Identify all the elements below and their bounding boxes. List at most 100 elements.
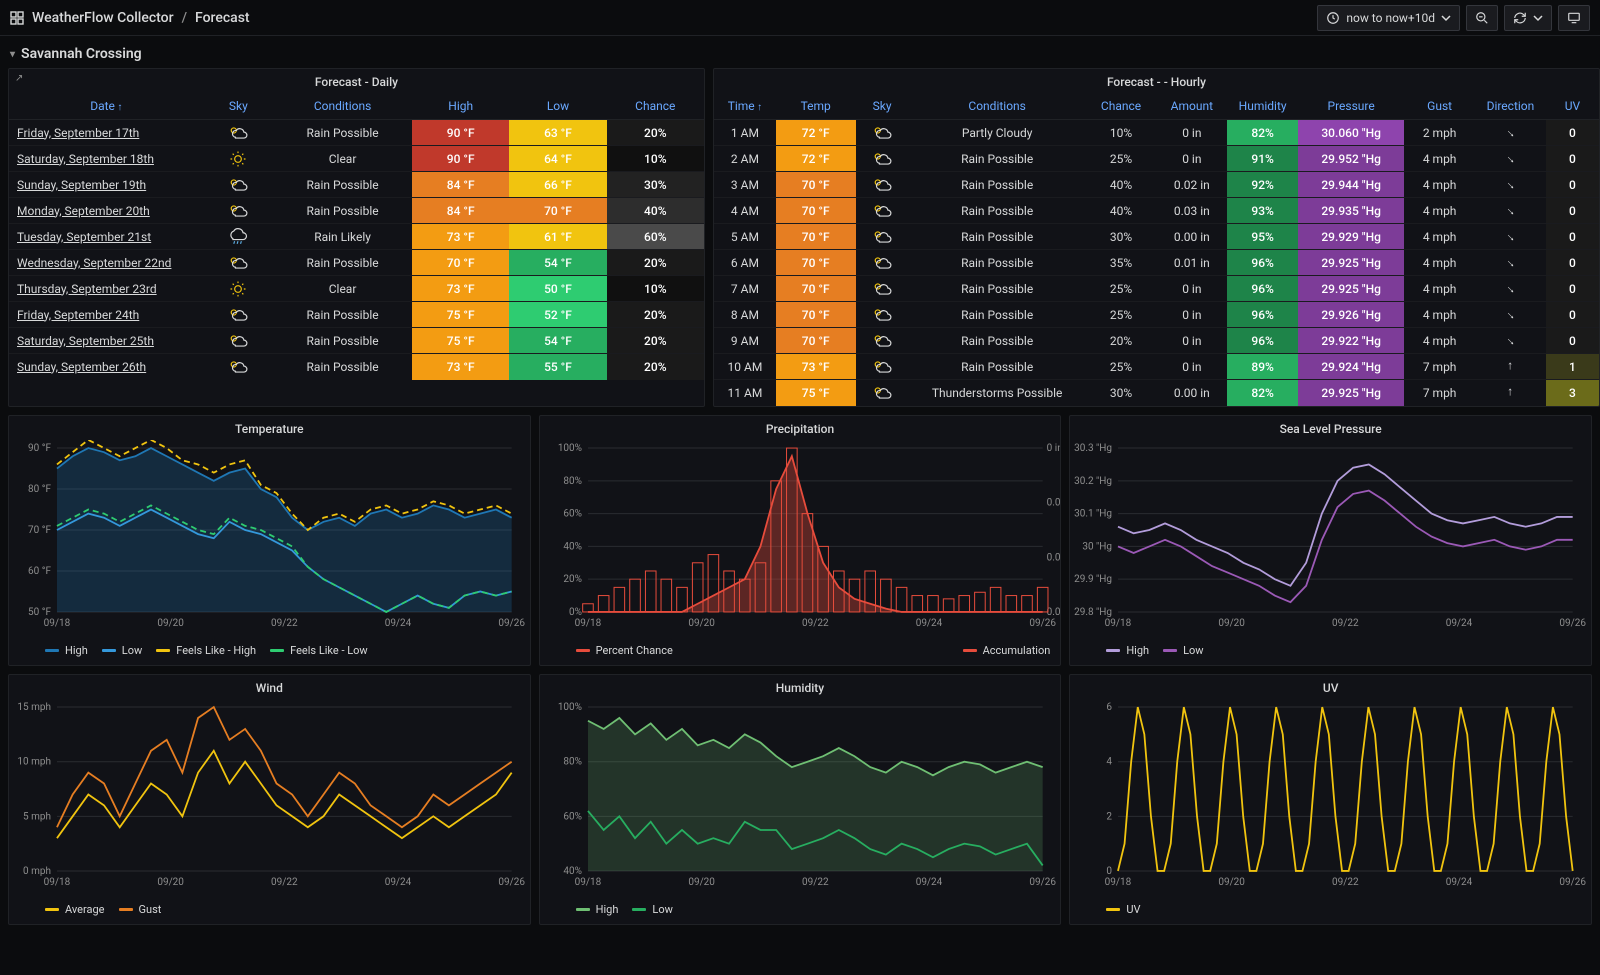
dashboard-grid-icon[interactable] xyxy=(10,11,24,25)
chart-legend: Average Gust xyxy=(9,899,530,924)
table-header[interactable]: High xyxy=(412,93,509,120)
date-cell[interactable]: Monday, September 20th xyxy=(9,198,204,224)
breadcrumb-current[interactable]: Forecast xyxy=(195,10,250,26)
table-header[interactable]: Pressure xyxy=(1298,93,1404,120)
table-header[interactable]: Time xyxy=(714,93,776,120)
pressure-cell: 29.924 "Hg xyxy=(1298,354,1404,380)
time-cell: 11 AM xyxy=(714,380,776,406)
temperature-chart[interactable]: 50 °F60 °F70 °F80 °F90 °F09/1809/2009/22… xyxy=(9,440,530,640)
low-cell: 61 °F xyxy=(509,224,606,250)
chance-cell: 10% xyxy=(607,276,704,302)
table-header[interactable]: Conditions xyxy=(273,93,412,120)
table-header[interactable]: Amount xyxy=(1156,93,1227,120)
date-cell[interactable]: Friday, September 17th xyxy=(9,120,204,146)
row-header[interactable]: ▾ Savannah Crossing xyxy=(0,36,1600,68)
low-cell: 63 °F xyxy=(509,120,606,146)
conditions-cell: Thunderstorms Possible xyxy=(909,380,1086,406)
legend-item[interactable]: High xyxy=(576,903,619,916)
precip-chart[interactable]: 0%20%40%60%80%100%0 in0.01 in0.01 in0.01… xyxy=(540,440,1061,640)
panel-link-icon[interactable]: ↗ xyxy=(15,73,23,84)
temp-cell: 70 °F xyxy=(776,328,856,354)
table-header[interactable]: UV xyxy=(1546,93,1599,120)
zoom-out-button[interactable] xyxy=(1466,5,1498,31)
svg-text:30.3 "Hg: 30.3 "Hg xyxy=(1074,443,1112,454)
date-cell[interactable]: Sunday, September 19th xyxy=(9,172,204,198)
conditions-cell: Rain Possible xyxy=(909,250,1086,276)
svg-text:09/24: 09/24 xyxy=(385,876,412,887)
chance-cell: 25% xyxy=(1086,302,1157,328)
pressure-cell: 29.925 "Hg xyxy=(1298,276,1404,302)
panel-title: Sea Level Pressure xyxy=(1070,416,1591,440)
humidity-chart[interactable]: 40%60%80%100%09/1809/2009/2209/2409/26 xyxy=(540,699,1061,899)
legend-item[interactable]: Gust xyxy=(119,903,162,916)
low-cell: 50 °F xyxy=(509,276,606,302)
legend-item[interactable]: Percent Chance xyxy=(576,644,673,657)
table-header[interactable]: Gust xyxy=(1404,93,1475,120)
temp-cell: 70 °F xyxy=(776,198,856,224)
legend-item[interactable]: High xyxy=(45,644,88,657)
table-header[interactable]: Temp xyxy=(776,93,856,120)
table-header[interactable]: Sky xyxy=(204,93,273,120)
date-cell[interactable]: Saturday, September 25th xyxy=(9,328,204,354)
low-cell: 52 °F xyxy=(509,302,606,328)
legend-item[interactable]: Average xyxy=(45,903,105,916)
table-header[interactable]: Direction xyxy=(1475,93,1546,120)
date-cell[interactable]: Tuesday, September 21st xyxy=(9,224,204,250)
refresh-button[interactable] xyxy=(1504,5,1552,31)
svg-text:0 mph: 0 mph xyxy=(23,865,51,876)
date-cell[interactable]: Wednesday, September 22nd xyxy=(9,250,204,276)
low-cell: 55 °F xyxy=(509,354,606,380)
table-row: Monday, September 20th Rain Possible84 °… xyxy=(9,198,704,224)
svg-text:50 °F: 50 °F xyxy=(28,606,51,617)
svg-text:90 °F: 90 °F xyxy=(28,443,51,454)
chevron-down-icon: ▾ xyxy=(10,49,15,60)
pressure-chart[interactable]: 29.8 "Hg29.9 "Hg30 "Hg30.1 "Hg30.2 "Hg30… xyxy=(1070,440,1591,640)
wind-chart[interactable]: 0 mph5 mph10 mph15 mph09/1809/2009/2209/… xyxy=(9,699,530,899)
conditions-cell: Rain Possible xyxy=(273,302,412,328)
pressure-cell: 30.060 "Hg xyxy=(1298,120,1404,146)
table-header[interactable]: Date xyxy=(9,93,204,120)
table-header[interactable]: Chance xyxy=(607,93,704,120)
table-header[interactable]: Sky xyxy=(856,93,909,120)
legend-item[interactable]: Feels Like - High xyxy=(156,644,256,657)
svg-text:40%: 40% xyxy=(563,865,582,876)
svg-text:2: 2 xyxy=(1107,811,1113,822)
sky-icon xyxy=(856,302,909,328)
gust-cell: 4 mph xyxy=(1404,172,1475,198)
table-header[interactable]: Chance xyxy=(1086,93,1157,120)
table-row: 3 AM70 °F Rain Possible40%0.02 in92%29.9… xyxy=(714,172,1599,198)
amount-cell: 0 in xyxy=(1156,354,1227,380)
sky-icon xyxy=(204,328,273,354)
amount-cell: 0 in xyxy=(1156,302,1227,328)
table-header[interactable]: Low xyxy=(509,93,606,120)
time-range-picker[interactable]: now to now+10d xyxy=(1317,5,1460,31)
uv-chart[interactable]: 024609/1809/2009/2209/2409/26 xyxy=(1070,699,1591,899)
legend-item[interactable]: Feels Like - Low xyxy=(270,644,368,657)
direction-cell: ↓ xyxy=(1475,120,1546,146)
legend-item[interactable]: Low xyxy=(102,644,142,657)
conditions-cell: Rain Possible xyxy=(909,198,1086,224)
conditions-cell: Rain Possible xyxy=(273,120,412,146)
date-cell[interactable]: Thursday, September 23rd xyxy=(9,276,204,302)
chance-cell: 20% xyxy=(607,120,704,146)
svg-text:09/24: 09/24 xyxy=(385,617,412,628)
table-header[interactable]: Humidity xyxy=(1227,93,1298,120)
table-row: Wednesday, September 22nd Rain Possible7… xyxy=(9,250,704,276)
legend-item[interactable]: Accumulation xyxy=(963,644,1051,657)
amount-cell: 0.01 in xyxy=(1156,250,1227,276)
legend-item[interactable]: UV xyxy=(1106,903,1140,916)
legend-item[interactable]: Low xyxy=(1163,644,1203,657)
uv-cell: 1 xyxy=(1546,354,1599,380)
table-header[interactable]: Conditions xyxy=(909,93,1086,120)
uv-cell: 3 xyxy=(1546,380,1599,406)
date-cell[interactable]: Sunday, September 26th xyxy=(9,354,204,380)
svg-text:09/18: 09/18 xyxy=(574,617,601,628)
table-row: 6 AM70 °F Rain Possible35%0.01 in96%29.9… xyxy=(714,250,1599,276)
legend-item[interactable]: Low xyxy=(632,903,672,916)
tv-mode-button[interactable] xyxy=(1558,5,1590,31)
svg-text:29.9 "Hg: 29.9 "Hg xyxy=(1074,574,1112,585)
date-cell[interactable]: Friday, September 24th xyxy=(9,302,204,328)
breadcrumb-parent[interactable]: WeatherFlow Collector xyxy=(32,10,174,26)
legend-item[interactable]: High xyxy=(1106,644,1149,657)
date-cell[interactable]: Saturday, September 18th xyxy=(9,146,204,172)
